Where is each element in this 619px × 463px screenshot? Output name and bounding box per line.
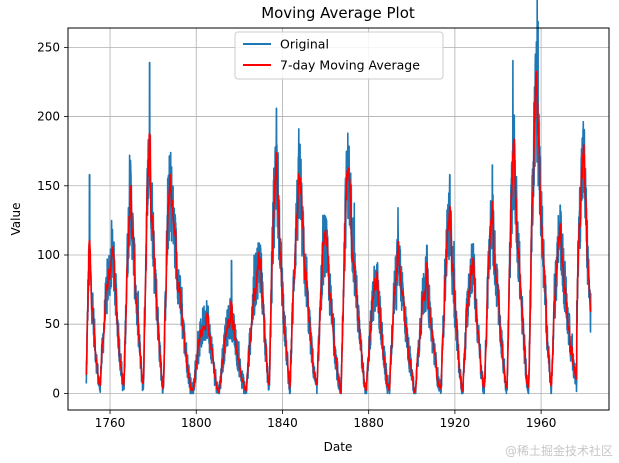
x-axis-label: Date [324,440,353,454]
legend-label-moving-average: 7-day Moving Average [280,58,420,73]
y-axis-ticks: 0 50 100 150 200 250 [37,40,68,400]
x-tick-label: 1800 [181,416,212,430]
x-tick-label: 1920 [440,416,471,430]
series-moving-average-line [85,70,592,394]
y-tick-label: 0 [52,386,60,400]
legend-box [234,31,444,80]
series-moving-average-path [85,70,592,394]
y-tick-label: 200 [37,110,60,124]
plot-frame [67,27,610,411]
chart-title: Moving Average Plot [261,4,415,22]
y-tick-label: 250 [37,40,60,54]
x-tick-label: 1760 [95,416,126,430]
y-tick-label: 50 [45,317,60,331]
y-tick-label: 100 [37,248,60,262]
legend-label-original: Original [280,37,329,52]
y-tick-label: 150 [37,179,60,193]
x-axis-ticks: 1760 1800 1840 1880 1920 1960 [95,410,557,430]
legend: Original 7-day Moving Average [234,31,444,80]
x-tick-label: 1840 [267,416,298,430]
x-tick-label: 1880 [353,416,384,430]
x-tick-label: 1960 [526,416,557,430]
y-axis-label: Value [9,203,23,236]
watermark-text: @稀土掘金技术社区 [504,444,613,458]
